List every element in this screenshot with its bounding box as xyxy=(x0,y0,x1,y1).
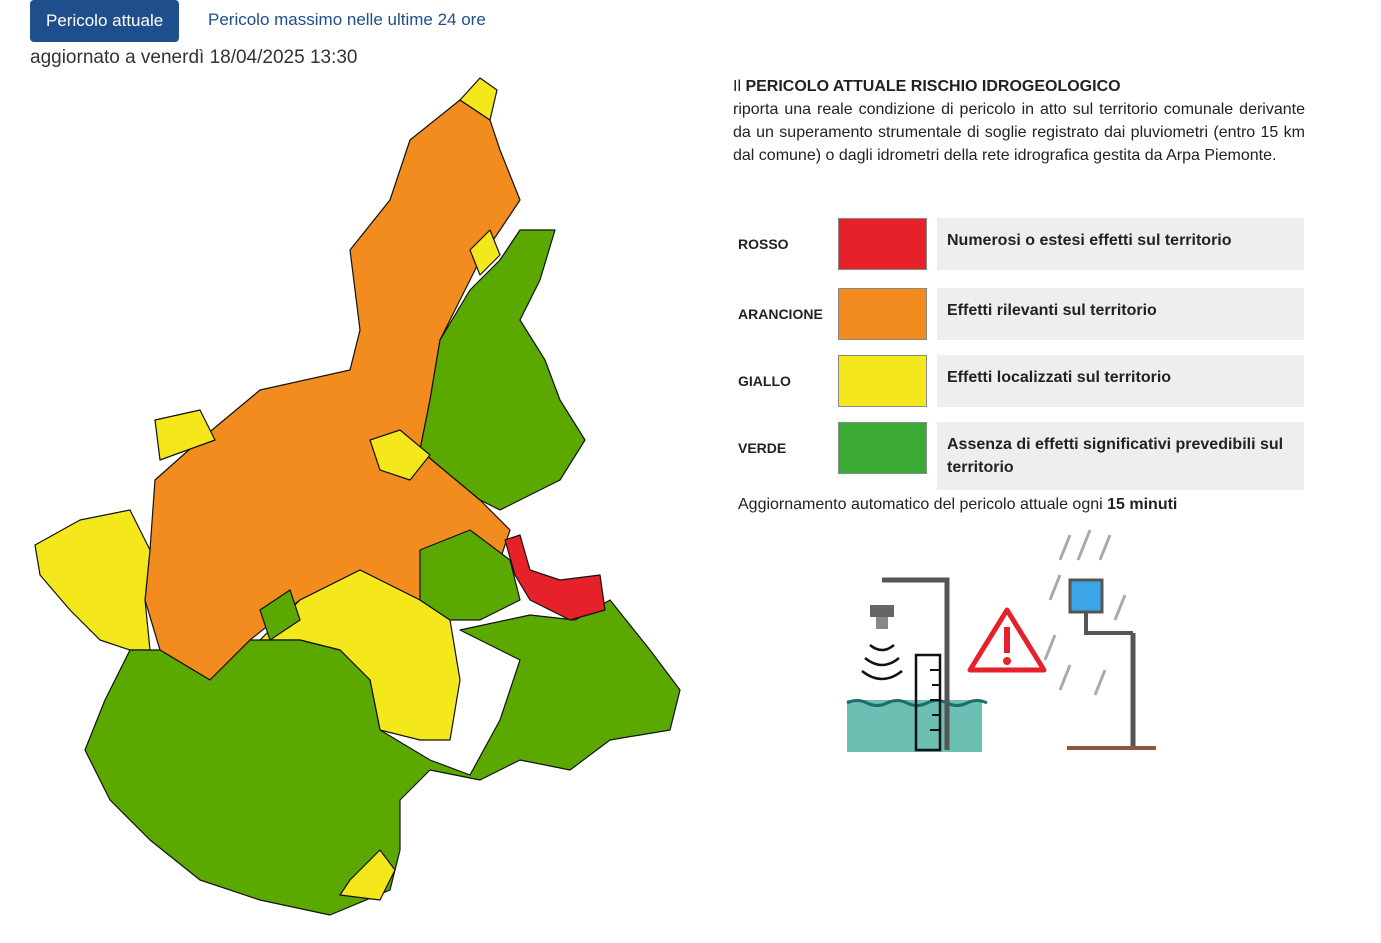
legend-level: ROSSO xyxy=(738,236,789,252)
tab-active[interactable]: Pericolo attuale xyxy=(30,0,180,42)
legend-swatch xyxy=(838,288,927,340)
footer-emphasis: 15 minuti xyxy=(1107,496,1178,513)
legend-level: ARANCIONE xyxy=(738,306,823,322)
legend-swatch xyxy=(838,218,927,270)
legend-level: GIALLO xyxy=(738,373,791,389)
illustration xyxy=(846,529,1156,752)
map xyxy=(34,77,681,916)
legend-swatch xyxy=(838,355,927,407)
description-title: PERICOLO ATTUALE RISCHIO IDROGEOLOGICO xyxy=(745,78,1121,95)
legend-description: Assenza di effetti significativi prevedi… xyxy=(937,422,1304,490)
footer: Aggiornamento automatico del pericolo at… xyxy=(738,496,1177,514)
legend-level: VERDE xyxy=(738,440,787,456)
description-text: riporta una reale condizione di pericolo… xyxy=(733,101,1305,164)
description: Il PERICOLO ATTUALE RISCHIO IDROGEOLOGIC… xyxy=(733,75,1305,167)
tab[interactable]: Pericolo massimo nelle ultime 24 ore xyxy=(208,10,486,29)
description-prefix: Il xyxy=(733,78,741,95)
legend-description: Effetti localizzati sul territorio xyxy=(937,355,1304,407)
update-time: aggiornato a venerdì 18/04/2025 13:30 xyxy=(30,47,358,68)
footer-text: Aggiornamento automatico del pericolo at… xyxy=(738,496,1103,513)
legend-description: Numerosi o estesi effetti sul territorio xyxy=(937,218,1304,270)
legend-swatch xyxy=(838,422,927,474)
legend-description: Effetti rilevanti sul territorio xyxy=(937,288,1304,340)
